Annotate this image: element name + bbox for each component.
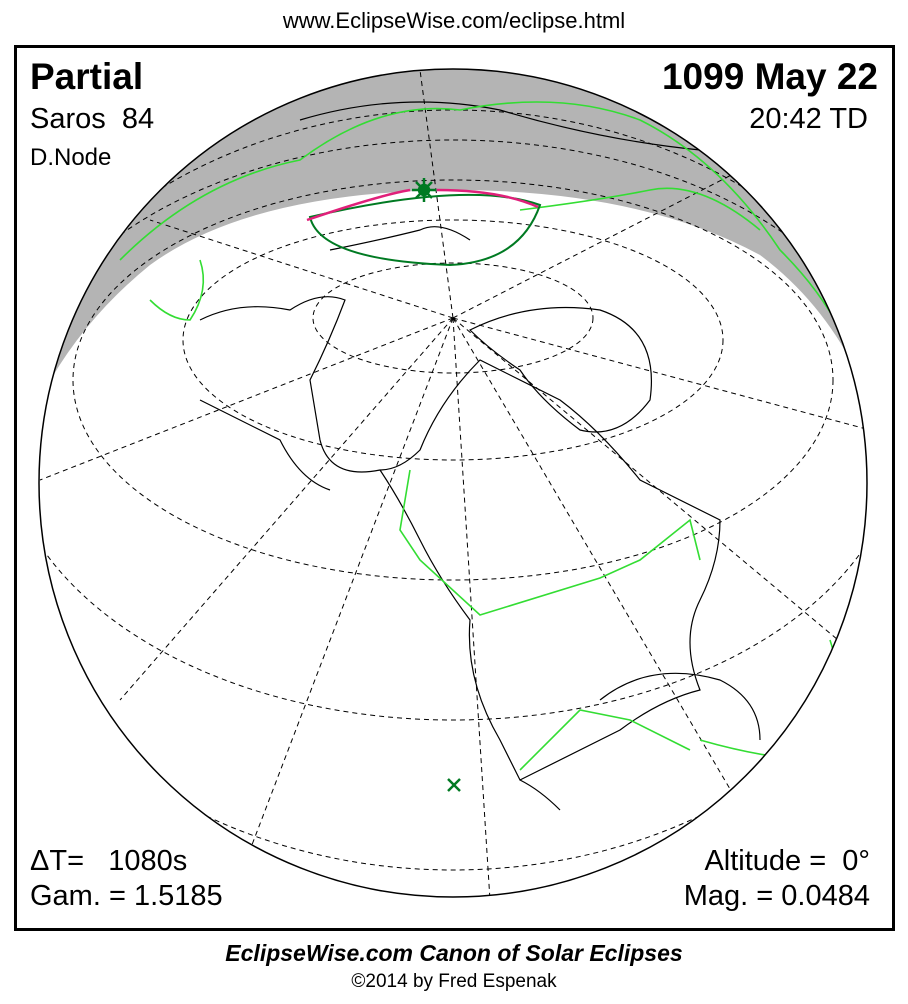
eclipse-time: 20:42 TD	[749, 103, 868, 135]
penumbra-shade	[39, 69, 867, 470]
eclipse-type: Partial	[30, 56, 144, 97]
greatest-eclipse-star-icon	[412, 178, 436, 202]
magnitude: Mag. = 0.0484	[683, 880, 870, 912]
delta-t: ΔT= 1080s	[30, 845, 188, 877]
path-edge-curve	[306, 188, 539, 222]
gamma: Gam. = 1.5185	[30, 880, 223, 912]
graticule	[39, 69, 867, 897]
node: D.Node	[30, 144, 112, 171]
map-frame	[14, 45, 895, 931]
x-mark-icon	[447, 778, 461, 792]
url-header: www.EclipseWise.com/eclipse.html	[282, 8, 626, 33]
eclipse-date: 1099 May 22	[661, 56, 878, 97]
altitude: Altitude = 0°	[704, 845, 870, 877]
footer-title: EclipseWise.com Canon of Solar Eclipses	[225, 940, 683, 966]
saros: Saros 84	[30, 103, 155, 135]
footer-copyright: ©2014 by Fred Espenak	[351, 971, 557, 992]
globe-outline	[38, 68, 868, 898]
